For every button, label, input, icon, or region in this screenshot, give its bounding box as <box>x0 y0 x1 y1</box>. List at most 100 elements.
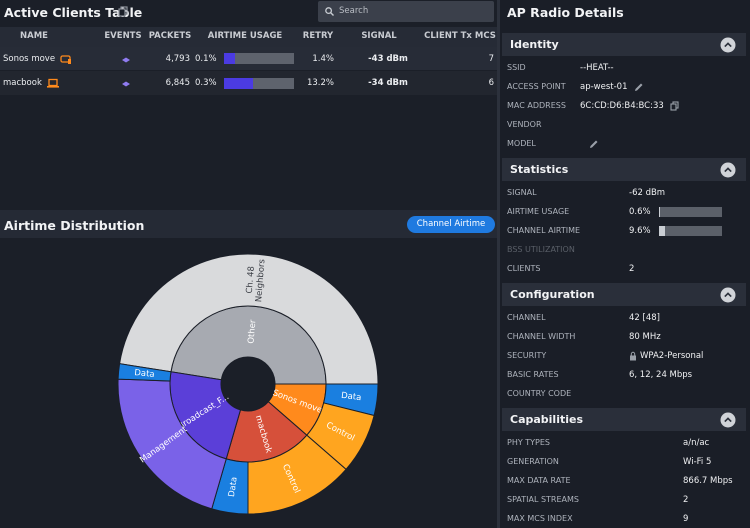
channel-airtime-button[interactable]: Channel Airtime <box>407 216 495 233</box>
button-circle <box>720 412 736 427</box>
section-title: Capabilities <box>510 413 584 426</box>
search-icon <box>325 7 334 16</box>
edit-icon[interactable] <box>633 82 645 93</box>
panel-title: Active Clients Table <box>4 5 143 20</box>
icon-shape <box>122 81 130 87</box>
detail-label: PHY TYPES <box>507 438 550 447</box>
detail-label: VENDOR <box>507 120 542 129</box>
laptop-icon <box>46 78 59 88</box>
collapse-button[interactable] <box>720 162 736 178</box>
detail-label: BSS UTILIZATION <box>507 245 575 254</box>
segment-label-box: Ch. 48 Neighbors <box>245 258 268 303</box>
detail-value: Wi-Fi 5 <box>683 457 712 467</box>
detail-label: BASIC RATES <box>507 370 559 379</box>
retry: 13.2% <box>306 78 334 88</box>
retry: 1.4% <box>312 53 334 64</box>
search-box[interactable]: Search <box>318 1 494 22</box>
detail-value: 866.7 Mbps <box>683 476 733 486</box>
detail-label: MAX DATA RATE <box>507 476 571 485</box>
column-header: SIGNAL <box>361 31 397 41</box>
airtime-usage: 0.1% <box>195 53 217 64</box>
detail-value: 42 [48] <box>629 313 660 323</box>
detail-label: SIGNAL <box>507 188 537 197</box>
detail-value: 9.6% <box>629 226 651 236</box>
detail-label: ACCESS POINT <box>507 82 566 91</box>
usage-bar <box>659 226 666 236</box>
details-panel <box>500 0 750 528</box>
collapse-button[interactable] <box>720 287 736 303</box>
chevron <box>724 291 732 297</box>
detail-label: CHANNEL AIRTIME <box>507 226 581 235</box>
lock-icon <box>630 351 636 361</box>
column-header: RETRY <box>302 31 334 41</box>
column-header: CLIENT Tx MCS <box>424 31 496 41</box>
column-header: AIRTIME USAGE <box>207 31 283 41</box>
chevron <box>724 416 732 422</box>
detail-label: MODEL <box>507 139 536 148</box>
detail-label: CHANNEL WIDTH <box>507 332 576 341</box>
section-header: Statistics <box>502 158 746 181</box>
section-title: Configuration <box>510 288 595 301</box>
copy-icon[interactable] <box>669 101 681 112</box>
usage-bar-track <box>659 226 722 236</box>
icon-shape <box>630 351 636 356</box>
details-title: AP Radio Details <box>507 5 624 20</box>
icon-shape <box>68 58 72 64</box>
column-header: NAME <box>20 31 48 41</box>
column-header: EVENTS <box>104 31 142 41</box>
button-circle <box>720 162 736 177</box>
client-tx-mcs: 6 <box>488 78 494 88</box>
edit-icon[interactable] <box>588 139 600 150</box>
chevron <box>724 166 732 172</box>
detail-value: 6C:CD:D6:B4:BC:33 <box>580 101 664 111</box>
detail-value: --HEAT-- <box>580 63 614 73</box>
detail-value: 2 <box>683 495 689 505</box>
airtime-bar <box>224 77 254 89</box>
collapse-button[interactable] <box>720 412 736 428</box>
chevron <box>724 41 732 47</box>
collapse-button[interactable] <box>720 37 736 53</box>
detail-value: 0.6% <box>629 207 651 217</box>
copy-icon[interactable] <box>118 6 128 17</box>
segment-label: Ch. 48 Neighbors <box>245 258 268 303</box>
airtime-bar <box>224 53 235 64</box>
airtime-usage: 0.3% <box>195 78 217 88</box>
packets: 6,845 <box>165 78 190 88</box>
client-tx-mcs: 7 <box>488 53 494 64</box>
icon-shape <box>46 86 59 88</box>
detail-value: 9 <box>683 514 689 524</box>
detail-label: COUNTRY CODE <box>507 389 572 398</box>
button-circle <box>720 37 736 52</box>
table-row[interactable] <box>0 71 497 96</box>
column-header: PACKETS <box>148 31 192 41</box>
sunburst-segment <box>119 253 379 385</box>
section-title: Statistics <box>510 163 569 176</box>
client-name: Sonos move <box>3 53 56 64</box>
detail-label: AIRTIME USAGE <box>507 207 570 216</box>
signal: -43 dBm <box>368 53 408 64</box>
signal: -34 dBm <box>368 78 408 88</box>
sunburst-segment <box>117 363 172 382</box>
section-header: Configuration <box>502 283 746 306</box>
section-header: Capabilities <box>502 408 746 431</box>
detail-value: 6, 12, 24 Mbps <box>629 370 693 380</box>
detail-value: a/n/ac <box>683 438 710 448</box>
event-icon <box>122 57 130 62</box>
icon-shape <box>670 103 677 111</box>
detail-label: SPATIAL STREAMS <box>507 495 579 504</box>
table-header <box>0 27 497 47</box>
detail-label: CHANNEL <box>507 313 546 322</box>
airtime-bar-track <box>224 77 294 89</box>
event-icon <box>122 81 130 87</box>
detail-value: 2 <box>629 264 635 274</box>
detail-label: SSID <box>507 63 526 72</box>
detail-label: MAX MCS INDEX <box>507 514 573 523</box>
icon-shape <box>122 57 130 62</box>
speaker-icon <box>60 54 72 64</box>
detail-value: WPA2-Personal <box>640 351 704 361</box>
detail-label: SECURITY <box>507 351 547 360</box>
section-title: Identity <box>510 38 559 51</box>
detail-label: MAC ADDRESS <box>507 101 566 110</box>
